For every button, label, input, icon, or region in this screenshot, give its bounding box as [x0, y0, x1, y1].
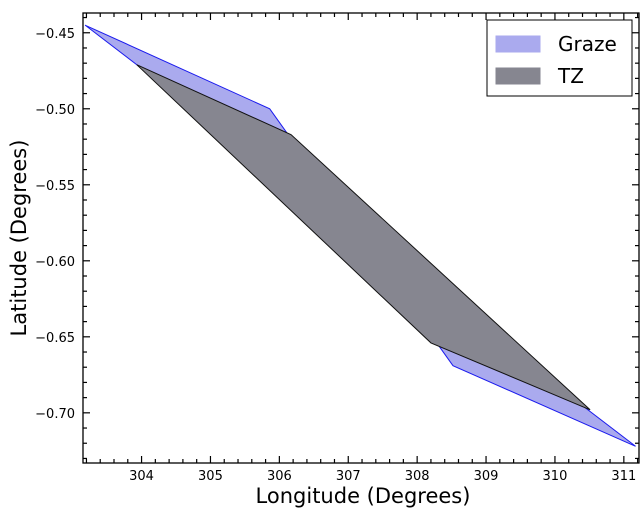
legend-label-tz: TZ	[557, 64, 584, 88]
x-axis-label: Longitude (Degrees)	[256, 484, 471, 508]
y-tick-label: −0.50	[35, 103, 75, 118]
x-tick-label: 311	[611, 469, 636, 484]
x-tick-label: 306	[267, 469, 292, 484]
y-tick-label: −0.70	[35, 407, 75, 422]
y-tick-labels: −0.45 −0.50 −0.55 −0.60 −0.65 −0.70	[35, 27, 75, 422]
legend-label-graze: Graze	[558, 32, 617, 56]
x-tick-label: 307	[336, 469, 361, 484]
series-layer	[84, 24, 636, 447]
plot-frame	[82, 12, 640, 464]
ticks-layer	[83, 13, 639, 463]
y-tick-label: −0.55	[35, 179, 75, 194]
x-tick-label: 308	[405, 469, 430, 484]
y-tick-label: −0.60	[35, 255, 75, 270]
legend: Graze TZ	[486, 19, 633, 97]
x-tick-labels: 304 305 306 307 308 309 310 311	[129, 469, 636, 484]
x-tick-label: 309	[474, 469, 499, 484]
x-tick-label: 304	[129, 469, 154, 484]
series-area-tz	[136, 64, 591, 411]
legend-swatch-tz	[495, 67, 541, 85]
y-tick-label: −0.45	[35, 27, 75, 42]
x-tick-label: 310	[543, 469, 568, 484]
y-tick-label: −0.65	[35, 331, 75, 346]
x-tick-label: 305	[198, 469, 223, 484]
legend-swatch-graze	[495, 35, 541, 53]
y-axis-label: Latitude (Degrees)	[7, 140, 31, 337]
